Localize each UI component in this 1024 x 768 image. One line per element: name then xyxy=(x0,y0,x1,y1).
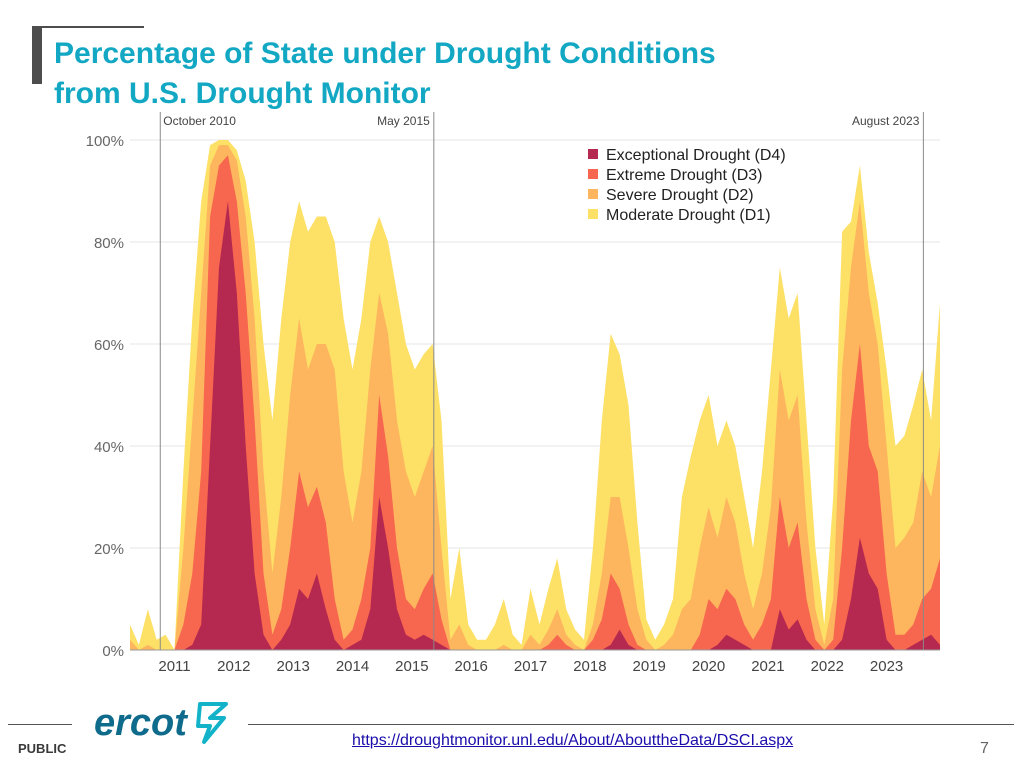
legend-label: Moderate Drought (D1) xyxy=(606,207,771,224)
x-tick-label: 2018 xyxy=(573,658,606,675)
legend-label: Extreme Drought (D3) xyxy=(606,167,763,184)
page-title-line-1: Percentage of State under Drought Condit… xyxy=(54,37,716,70)
drought-area-chart: 0% 20% 40% 60% 80% 100% 2011 2012 2013 2014 2015 20… xyxy=(86,112,940,675)
x-tick-label: 2019 xyxy=(633,658,666,675)
y-tick-label: 100% xyxy=(86,133,124,150)
ercot-lightning-icon xyxy=(196,702,228,744)
x-tick-label: 2020 xyxy=(692,658,725,675)
legend-label: Exceptional Drought (D4) xyxy=(606,147,786,164)
footer-rule-right xyxy=(248,724,1014,725)
y-tick-label: 20% xyxy=(94,541,124,558)
page-title: Percentage of State under Drought Condit… xyxy=(54,34,716,114)
x-tick-label: 2016 xyxy=(455,658,488,675)
page-title-line-2: from U.S. Drought Monitor xyxy=(54,77,431,110)
legend-swatch xyxy=(588,149,598,159)
x-tick-label: 2015 xyxy=(395,658,428,675)
ercot-logo-text: ercot xyxy=(94,702,188,744)
y-tick-label: 40% xyxy=(94,439,124,456)
legend-swatch xyxy=(588,189,598,199)
x-tick-label: 2013 xyxy=(276,658,309,675)
x-tick-label: 2017 xyxy=(514,658,547,675)
legend-swatch xyxy=(588,169,598,179)
annotation-label: May 2015 xyxy=(377,114,430,128)
y-tick-label: 60% xyxy=(94,337,124,354)
y-tick-label: 80% xyxy=(94,235,124,252)
public-label: PUBLIC xyxy=(18,741,67,756)
page-number: 7 xyxy=(980,740,989,757)
x-tick-label: 2012 xyxy=(217,658,250,675)
title-accent-bar xyxy=(32,28,42,84)
x-tick-label: 2014 xyxy=(336,658,369,675)
footer-rule-left xyxy=(8,724,72,725)
area-series-d2 xyxy=(130,145,940,650)
source-link[interactable]: https://droughtmonitor.unl.edu/About/Abo… xyxy=(352,732,794,749)
ercot-logo: ercot xyxy=(94,702,228,744)
legend-swatch xyxy=(588,209,598,219)
annotation-label: October 2010 xyxy=(163,114,236,128)
area-series-d4 xyxy=(130,201,940,650)
legend-label: Severe Drought (D2) xyxy=(606,187,754,204)
x-tick-label: 2022 xyxy=(811,658,844,675)
x-tick-label: 2021 xyxy=(751,658,784,675)
annotation-label: August 2023 xyxy=(852,114,920,128)
x-tick-label: 2011 xyxy=(158,658,190,675)
title-rule xyxy=(32,26,144,28)
y-tick-label: 0% xyxy=(102,643,124,660)
x-tick-label: 2023 xyxy=(870,658,903,675)
